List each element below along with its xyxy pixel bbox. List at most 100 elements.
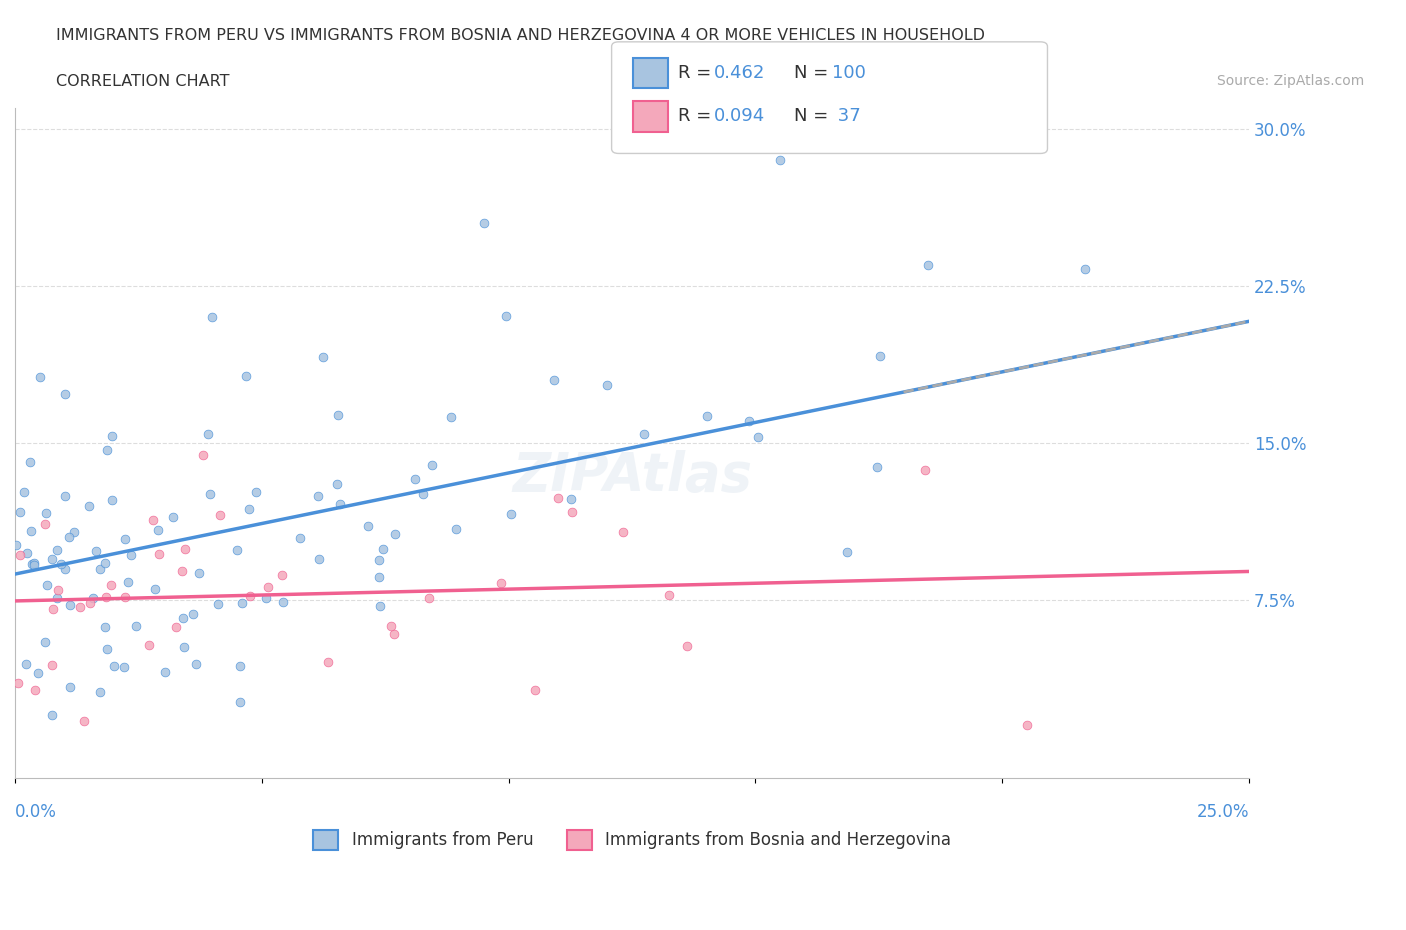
Point [86, 543, 108, 558]
Point [444, 521, 467, 536]
Point [73, 713, 96, 728]
Point [112, 659, 135, 674]
Point [20, 524, 42, 538]
Point [18, 455, 41, 470]
Point [357, 518, 380, 533]
Point [82, 591, 104, 605]
Point [34, 516, 56, 531]
Point [143, 581, 166, 596]
Point [596, 378, 619, 392]
Point [207, 597, 229, 612]
Point [439, 410, 461, 425]
Point [114, 531, 136, 546]
Point [380, 618, 402, 633]
Point [367, 570, 389, 585]
Point [49, 556, 72, 571]
Point [368, 552, 391, 567]
Text: N =: N = [794, 63, 834, 82]
Point [547, 490, 569, 505]
Point [200, 486, 222, 501]
Point [187, 565, 209, 580]
Point [117, 575, 139, 590]
Point [24, 683, 46, 698]
Point [96, 590, 118, 604]
Point [1074, 261, 1097, 276]
Point [45, 542, 67, 557]
Point [69, 600, 91, 615]
Point [15, 657, 38, 671]
Point [472, 216, 495, 231]
Point [45, 591, 67, 605]
Point [55, 387, 77, 402]
Point [120, 547, 142, 562]
Point [612, 525, 634, 539]
Point [418, 591, 440, 605]
Point [543, 373, 565, 388]
Point [30, 370, 52, 385]
Text: 100: 100 [832, 63, 866, 82]
Point [172, 610, 194, 625]
Point [58, 529, 80, 544]
Text: Source: ZipAtlas.com: Source: ZipAtlas.com [1216, 74, 1364, 88]
Point [238, 501, 260, 516]
Legend: Immigrants from Peru, Immigrants from Bosnia and Herzegovina: Immigrants from Peru, Immigrants from Bo… [307, 823, 957, 857]
Point [93, 619, 115, 634]
Point [155, 665, 177, 680]
Point [914, 462, 936, 477]
Point [59, 680, 82, 695]
Point [42, 602, 65, 617]
Point [15, 545, 38, 560]
Point [524, 683, 547, 698]
Point [96, 642, 118, 657]
Point [308, 551, 330, 566]
Point [6, 538, 28, 552]
Point [181, 606, 204, 621]
Point [560, 492, 582, 507]
Point [63, 525, 86, 539]
Text: 0.0%: 0.0% [15, 804, 56, 821]
Point [22, 555, 45, 570]
Point [101, 429, 124, 444]
Point [696, 408, 718, 423]
Point [747, 430, 769, 445]
Point [165, 619, 187, 634]
Point [769, 153, 792, 167]
Point [193, 447, 215, 462]
Point [148, 547, 170, 562]
Point [495, 309, 517, 324]
Point [329, 497, 352, 512]
Point [170, 564, 193, 578]
Point [501, 507, 523, 522]
Point [231, 595, 253, 610]
Point [77, 498, 100, 513]
Point [239, 589, 262, 604]
Point [125, 618, 148, 633]
Point [37, 578, 59, 592]
Point [138, 637, 160, 652]
Point [89, 561, 111, 576]
Point [229, 658, 252, 673]
Point [561, 504, 583, 519]
Point [41, 658, 63, 673]
Text: R =: R = [678, 63, 717, 82]
Point [869, 348, 891, 363]
Point [373, 541, 395, 556]
Point [257, 580, 280, 595]
Point [271, 594, 294, 609]
Point [13, 485, 35, 499]
Point [412, 487, 434, 502]
Point [326, 408, 349, 423]
Point [20, 556, 42, 571]
Point [7, 675, 30, 690]
Point [288, 530, 311, 545]
Point [162, 510, 184, 525]
Point [208, 507, 231, 522]
Point [229, 695, 252, 710]
Point [658, 588, 681, 603]
Point [245, 485, 267, 499]
Point [1015, 718, 1038, 733]
Point [382, 626, 405, 641]
Point [738, 413, 761, 428]
Text: R =: R = [678, 107, 717, 126]
Point [312, 350, 335, 365]
